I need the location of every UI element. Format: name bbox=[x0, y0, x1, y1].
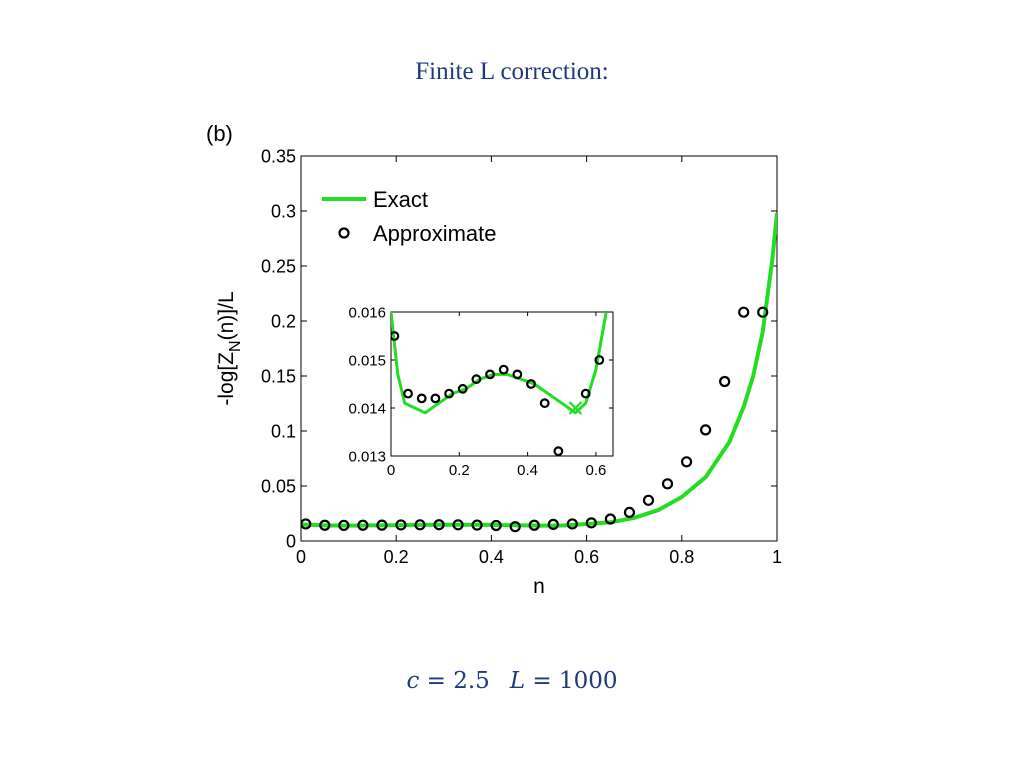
inset-point-approximate bbox=[403, 388, 413, 399]
inset-point-approximate bbox=[430, 393, 441, 404]
main-series-exact-line bbox=[301, 212, 777, 528]
main-point-approximate bbox=[357, 519, 369, 531]
inset-point-approximate bbox=[457, 383, 468, 394]
main-xtick-label: 0.8 bbox=[669, 547, 694, 567]
inset-point-approximate bbox=[416, 393, 427, 404]
inset-xtick-label: 0 bbox=[387, 462, 395, 479]
inset-ytick-label: 0.016 bbox=[348, 304, 386, 321]
main-point-approximate bbox=[623, 506, 636, 519]
main-xtick-label: 0.4 bbox=[479, 547, 504, 567]
c-value: = 2.5 bbox=[419, 668, 490, 694]
c-symbol: c bbox=[406, 668, 420, 694]
inset-point-approximate bbox=[580, 388, 591, 399]
main-xtick-label: 0 bbox=[296, 547, 306, 567]
main-point-approximate bbox=[414, 519, 426, 531]
inset-point-approximate bbox=[539, 398, 550, 409]
inset-point-approximate bbox=[485, 369, 495, 380]
inset-ytick-label: 0.015 bbox=[348, 352, 386, 369]
main-point-approximate bbox=[395, 519, 407, 531]
inset-cross-marker bbox=[568, 401, 583, 415]
main-point-approximate bbox=[301, 518, 312, 530]
inset-xtick-label: 0.4 bbox=[517, 462, 538, 479]
inset-point-approximate bbox=[471, 374, 482, 385]
main-xtick-label: 0.6 bbox=[574, 547, 599, 567]
parameters-formula: c = 2.5 L = 1000 bbox=[0, 668, 1024, 694]
inset-point-approximate bbox=[444, 388, 454, 399]
main-point-approximate bbox=[509, 521, 521, 533]
main-ytick-label: 0.35 bbox=[261, 146, 296, 166]
L-value: = 1000 bbox=[525, 668, 618, 694]
main-point-approximate bbox=[452, 519, 464, 531]
legend-approximate-label: Approximate bbox=[373, 221, 497, 246]
main-point-approximate bbox=[319, 519, 331, 531]
y-axis-label: -log[ZN(n)]/L bbox=[215, 291, 244, 405]
inset-point-approximate bbox=[594, 355, 605, 365]
inset-ytick-label: 0.013 bbox=[348, 448, 386, 465]
inset-point-approximate bbox=[526, 379, 536, 389]
legend: Exact Approximate bbox=[322, 187, 497, 246]
main-data-area bbox=[301, 212, 777, 533]
main-ytick-label: 0 bbox=[286, 531, 296, 551]
inset-point-approximate bbox=[391, 331, 400, 341]
inset-point-approximate bbox=[498, 364, 509, 375]
main-point-approximate bbox=[433, 519, 445, 531]
main-ytick-label: 0.2 bbox=[271, 311, 296, 331]
main-point-approximate bbox=[547, 518, 559, 530]
main-point-approximate bbox=[566, 518, 578, 530]
inset-plot: 0 0.2 0.4 0.6 0.013 0.014 0.015 0.016 bbox=[348, 304, 614, 479]
main-point-approximate bbox=[604, 513, 617, 525]
main-ytick-label: 0.05 bbox=[261, 476, 296, 496]
inset-axes-frame bbox=[390, 311, 614, 457]
inset-data-area bbox=[391, 312, 608, 456]
main-xtick-label: 0.2 bbox=[384, 547, 409, 567]
main-point-approximate bbox=[376, 519, 388, 531]
main-ytick-label: 0.25 bbox=[261, 256, 296, 276]
main-point-approximate bbox=[471, 519, 483, 531]
main-point-approximate bbox=[680, 456, 693, 468]
slide-title: Finite L correction: bbox=[415, 58, 609, 85]
main-point-approximate bbox=[490, 519, 502, 532]
inset-point-approximate bbox=[553, 446, 564, 456]
panel-tag: (b) bbox=[206, 121, 233, 146]
main-plot: 0 0.2 0.4 0.6 0.8 1 0 0.05 0.1 0.15 0.2 0.25 0.3 0.35… bbox=[215, 146, 782, 598]
inset-ytick-label: 0.014 bbox=[348, 400, 386, 417]
main-point-approximate bbox=[528, 519, 540, 531]
main-point-approximate bbox=[719, 375, 731, 388]
inset-xtick-label: 0.6 bbox=[585, 462, 606, 479]
main-point-approximate bbox=[585, 517, 597, 529]
main-ytick-label: 0.1 bbox=[271, 421, 296, 441]
main-ytick-label: 0.15 bbox=[261, 366, 296, 386]
main-point-approximate bbox=[699, 424, 712, 436]
main-xtick-label: 1 bbox=[772, 547, 782, 567]
main-point-approximate bbox=[661, 478, 674, 490]
main-point-approximate bbox=[738, 306, 750, 318]
main-ytick-label: 0.3 bbox=[271, 201, 296, 221]
inset-xtick-label: 0.2 bbox=[449, 462, 470, 479]
main-point-approximate bbox=[757, 306, 769, 318]
inset-point-approximate bbox=[512, 369, 523, 380]
L-symbol: L bbox=[509, 668, 526, 694]
legend-exact-label: Exact bbox=[373, 187, 428, 212]
legend-approximate-swatch bbox=[338, 227, 350, 239]
main-point-approximate bbox=[338, 519, 350, 531]
x-axis-label: n bbox=[533, 575, 545, 598]
main-point-approximate bbox=[642, 494, 655, 506]
